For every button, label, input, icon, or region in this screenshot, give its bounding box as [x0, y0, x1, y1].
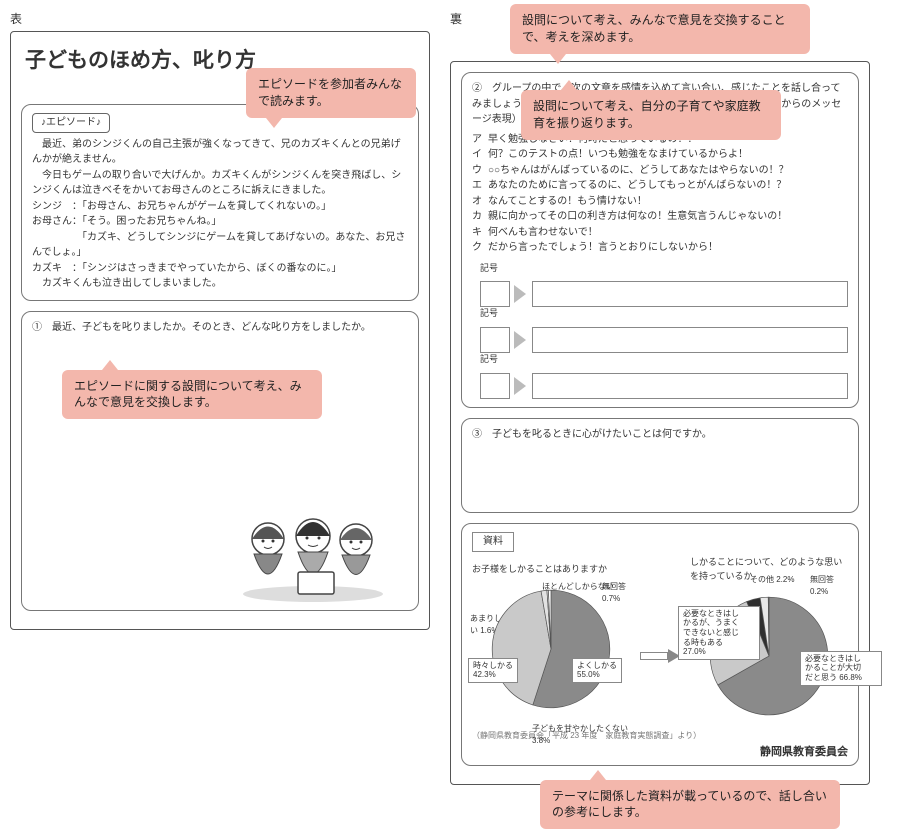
phrase-text: なんてことするの！もう情けない！	[488, 194, 647, 210]
link-arrow-icon	[640, 649, 680, 663]
question-1-box: ① 最近、子どもを叱りましたか。そのとき、どんな叱り方をしましたか。 エピソード…	[21, 311, 419, 611]
phrase-marker: ウ	[472, 163, 488, 179]
phrase-row: クだから言ったでしょう！言うとおりにしないから！	[472, 240, 848, 256]
rewrite-input-box[interactable]	[532, 327, 848, 353]
callout-discuss-text: エピソードに関する設問について考え、みんなで意見を交換します。	[74, 379, 302, 410]
episode-badge: ♪エピソード♪	[32, 113, 110, 133]
pie-chart-1	[481, 579, 621, 719]
episode-body: 最近、弟のシンジくんの自己主張が強くなってきて、兄のカズキくんとの兄弟げんかが絶…	[32, 137, 408, 292]
front-sheet: 子どものほめ方、叱り方 エピソードを参加者みんなで読みます。 ♪エピソード♪ 最…	[10, 31, 430, 630]
callout-reflect-text: 設問について考え、自分の子育てや家庭教育を振り返ります。	[533, 99, 761, 130]
key-tokidoki: 時々しかる 42.3%	[468, 658, 518, 683]
arrow-icon	[514, 331, 526, 349]
episode-box: ♪エピソード♪ 最近、弟のシンジくんの自己主張が強くなってきて、兄のカズキくんと…	[21, 104, 419, 301]
callout-reflect: 設問について考え、自分の子育てや家庭教育を振り返ります。	[521, 90, 781, 140]
key-taisetsu: 必要なときはし かることが大切 だと思う 66.8%	[800, 651, 882, 686]
chart2-label-sonota: その他 2.2%	[750, 574, 794, 586]
charts-row: お子様をしかることはありますか あまりしからない 1.6% ほとんどしからない …	[472, 556, 848, 726]
episode-line: 「カズキ、どうしてシンジにゲームを貸してあげないの。あなた、お兄さんでしょ。」	[32, 230, 408, 261]
resource-box: 資料 お子様をしかることはありますか あまりしからない 1.6% ほとんどしから…	[461, 523, 859, 766]
arrow-icon	[514, 285, 526, 303]
key-yoku: よくしかる 55.0%	[572, 658, 622, 683]
episode-line: 最近、弟のシンジくんの自己主張が強くなってきて、兄のカズキくんとの兄弟げんかが絶…	[32, 137, 408, 168]
symbol-input-box[interactable]	[480, 327, 510, 353]
board-name: 静岡県教育委員会	[472, 744, 848, 761]
symbol-row: 記号	[472, 262, 848, 308]
symbol-label: 記号	[480, 262, 848, 276]
episode-line: 今日もゲームの取り合いで大げんか。カズキくんがシンジくんを突き飛ばし、シンジくん…	[32, 168, 408, 199]
phrase-row: ウ○○ちゃんはがんばっているのに、どうしてあなたはやらないの！？	[472, 163, 848, 179]
chart1-label-amayaka: 子どもを甘やかしたくない 3.8%	[532, 723, 630, 748]
phrase-row: オなんてことするの！もう情けない！	[472, 194, 848, 210]
phrase-text: 何べんも言わせないで！	[488, 225, 598, 241]
key-umaku: 必要なときはし かるが、うまく できないと感じ る時もある 27.0%	[678, 606, 760, 660]
phrase-text: 親に向かってその口の利き方は何なの！生意気言うんじゃないの！	[488, 209, 787, 225]
front-label: 表	[10, 10, 430, 27]
callout-resource-text: テーマに関係した資料が載っているので、話し合いの参考にします。	[552, 789, 827, 820]
children-illustration	[228, 494, 398, 604]
phrase-marker: ク	[472, 240, 488, 256]
symbol-input-box[interactable]	[480, 373, 510, 399]
rewrite-input-box[interactable]	[532, 373, 848, 399]
phrase-marker: ア	[472, 132, 488, 148]
symbol-row: 記号	[472, 307, 848, 353]
arrow-icon	[514, 377, 526, 395]
chart-2: しかることについて、どのような思いを持っているか その他 2.2% 無回答 0.…	[690, 556, 848, 726]
symbol-label: 記号	[480, 307, 848, 321]
phrase-row: カ親に向かってその口の利き方は何なの！生意気言うんじゃないの！	[472, 209, 848, 225]
phrase-list: ア早く勉強しなさい！何時だと思っているの！？イ何？このテストの点！いつも勉強をな…	[472, 132, 848, 256]
back-sheet: ② グループの中で、次の文章を感情を込めて言い合い、感じたことを話し合ってみまし…	[450, 61, 870, 785]
question-3-text: ③ 子どもを叱るときに心がけたいことは何ですか。	[472, 427, 848, 443]
phrase-text: あなたのために言ってるのに、どうしてもっとがんばらないの！？	[488, 178, 786, 194]
phrase-text: 何？このテストの点！いつも勉強をなまけているからよ！	[488, 147, 748, 163]
phrase-text: ○○ちゃんはがんばっているのに、どうしてあなたはやらないの！？	[488, 163, 789, 179]
callout-episode-text: エピソードを参加者みんなで読みます。	[258, 77, 402, 108]
episode-line: シンジ ：「お母さん、お兄ちゃんがゲームを貸してくれないの。」	[32, 199, 408, 215]
phrase-marker: キ	[472, 225, 488, 241]
source-line: （静岡県教育委員会「平成 23 年度 家庭教育実態調査」より）	[472, 730, 848, 742]
chart-1-title: お子様をしかることはありますか	[472, 563, 630, 577]
phrase-text: だから言ったでしょう！言うとおりにしないから！	[488, 240, 718, 256]
phrase-row: イ何？このテストの点！いつも勉強をなまけているからよ！	[472, 147, 848, 163]
front-column: 表 子どものほめ方、叱り方 エピソードを参加者みんなで読みます。 ♪エピソード♪…	[10, 10, 430, 785]
phrase-row: キ何べんも言わせないで！	[472, 225, 848, 241]
chart-1: お子様をしかることはありますか あまりしからない 1.6% ほとんどしからない …	[472, 563, 630, 719]
callout-resource: テーマに関係した資料が載っているので、話し合いの参考にします。	[540, 780, 840, 829]
callout-discuss: エピソードに関する設問について考え、みんなで意見を交換します。	[62, 370, 322, 420]
phrase-marker: エ	[472, 178, 488, 194]
phrase-marker: イ	[472, 147, 488, 163]
resource-label: 資料	[472, 532, 514, 552]
episode-line: お母さん：「そう。困ったお兄ちゃんね。」	[32, 214, 408, 230]
rewrite-input-box[interactable]	[532, 281, 848, 307]
symbol-input-area: 記号記号記号	[472, 262, 848, 400]
episode-line: カズキ ：「シンジはさっきまでやっていたから、ぼくの番なのに。」	[32, 261, 408, 277]
episode-line: カズキくんも泣き出してしまいました。	[32, 276, 408, 292]
phrase-row: エあなたのために言ってるのに、どうしてもっとがんばらないの！？	[472, 178, 848, 194]
phrase-marker: カ	[472, 209, 488, 225]
question-1-text: ① 最近、子どもを叱りましたか。そのとき、どんな叱り方をしましたか。	[32, 320, 408, 336]
callout-deepen: 設問について考え、みんなで意見を交換することで、考えを深めます。	[510, 4, 810, 54]
callout-deepen-text: 設問について考え、みんなで意見を交換することで、考えを深めます。	[522, 13, 786, 44]
callout-episode: エピソードを参加者みんなで読みます。	[246, 68, 416, 118]
back-column: 設問について考え、みんなで意見を交換することで、考えを深めます。 裏 ② グルー…	[450, 10, 870, 785]
symbol-row: 記号	[472, 353, 848, 399]
question-3-box: ③ 子どもを叱るときに心がけたいことは何ですか。 設問について考え、自分の子育て…	[461, 418, 859, 513]
phrase-marker: オ	[472, 194, 488, 210]
symbol-input-box[interactable]	[480, 281, 510, 307]
symbol-label: 記号	[480, 353, 848, 367]
